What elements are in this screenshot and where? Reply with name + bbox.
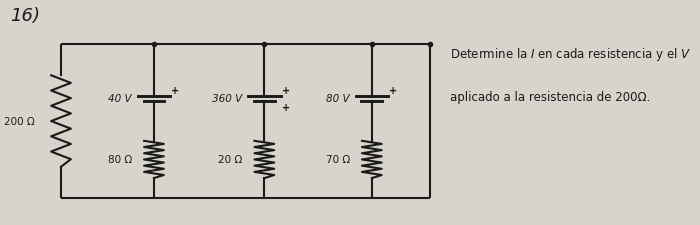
Text: 80 V: 80 V <box>326 94 350 104</box>
Text: +: + <box>389 86 398 96</box>
Text: 20 Ω: 20 Ω <box>218 155 242 165</box>
Text: 16): 16) <box>10 7 41 25</box>
Text: +: + <box>282 102 290 112</box>
Text: +: + <box>282 86 290 96</box>
Text: aplicado a la resistencia de 200Ω.: aplicado a la resistencia de 200Ω. <box>450 90 650 103</box>
Text: Determine la $\mathit{I}$ en cada resistencia y el $V$: Determine la $\mathit{I}$ en cada resist… <box>450 45 692 63</box>
Text: 200 Ω: 200 Ω <box>4 117 35 126</box>
Text: 80 Ω: 80 Ω <box>108 155 132 165</box>
Text: 40 V: 40 V <box>108 94 132 104</box>
Text: +: + <box>172 86 179 96</box>
Text: 360 V: 360 V <box>212 94 242 104</box>
Text: 70 Ω: 70 Ω <box>326 155 350 165</box>
